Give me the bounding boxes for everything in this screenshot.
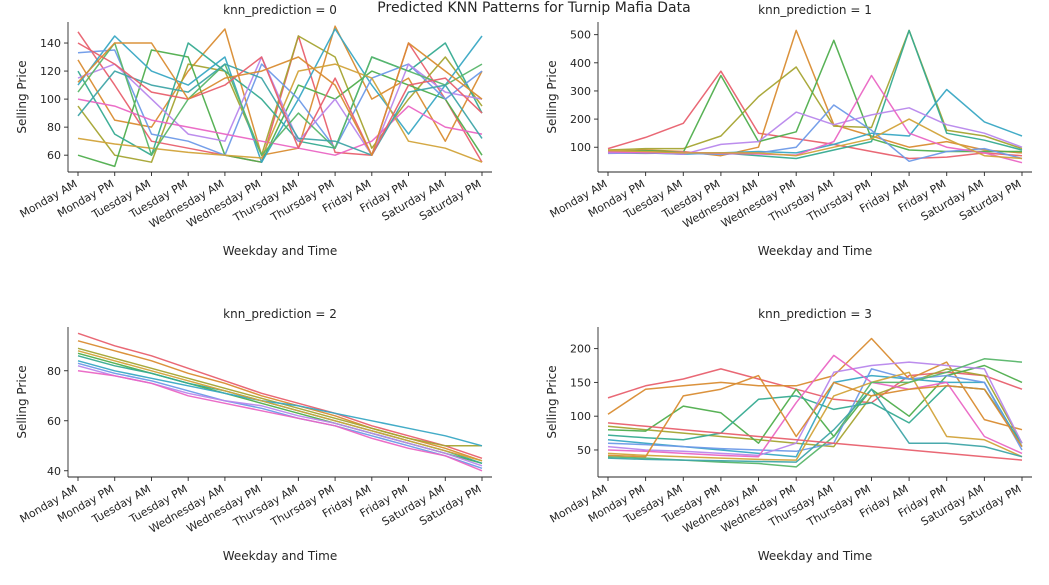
y-axis-label: Selling Price: [545, 60, 559, 133]
series-line: [77, 28, 483, 163]
series-line: [77, 63, 483, 156]
series-line: [607, 29, 1023, 157]
series-line: [607, 361, 1023, 457]
series-line: [77, 49, 483, 168]
series-line: [607, 368, 1023, 453]
series-line: [607, 337, 1023, 431]
y-tick-label: 100: [570, 410, 591, 423]
y-tick-label: 80: [47, 365, 61, 378]
series-line: [77, 350, 483, 462]
series-line: [77, 42, 483, 156]
series-line: [77, 25, 483, 156]
y-tick-label: 150: [570, 376, 591, 389]
series-line: [77, 42, 483, 156]
series-line: [607, 364, 1023, 444]
x-axis-label: Weekday and Time: [758, 244, 873, 258]
series-line: [607, 368, 1023, 404]
panel-title: knn_prediction = 0: [223, 3, 337, 17]
series-line: [77, 56, 483, 156]
y-tick-label: 400: [570, 57, 591, 70]
series-line: [77, 370, 483, 472]
series-line: [77, 35, 483, 163]
series-line: [607, 70, 1023, 160]
series-line: [77, 42, 483, 156]
y-tick-label: 200: [570, 113, 591, 126]
y-tick-label: 80: [47, 121, 61, 134]
panel-title: knn_prediction = 3: [758, 307, 872, 321]
series-line: [607, 371, 1023, 461]
x-axis-label: Weekday and Time: [758, 549, 873, 563]
y-axis-label: Selling Price: [15, 365, 29, 438]
series-line: [77, 98, 483, 156]
x-axis-label: Weekday and Time: [223, 244, 338, 258]
series-line: [607, 422, 1023, 461]
series-line: [77, 360, 483, 447]
y-tick-label: 60: [47, 149, 61, 162]
y-tick-label: 100: [40, 93, 61, 106]
series-line: [607, 374, 1023, 458]
figure-suptitle: Predicted KNN Patterns for Turnip Mafia …: [377, 0, 690, 16]
y-tick-label: 500: [570, 29, 591, 42]
y-tick-label: 300: [570, 85, 591, 98]
series-line: [77, 42, 483, 156]
series-line: [77, 63, 483, 163]
series-line: [607, 29, 1023, 160]
x-axis-label: Weekday and Time: [223, 549, 338, 563]
y-axis-label: Selling Price: [545, 365, 559, 438]
series-line: [607, 118, 1023, 160]
y-tick-label: 120: [40, 65, 61, 78]
series-line: [77, 49, 483, 156]
y-tick-label: 50: [577, 444, 591, 457]
series-line: [607, 29, 1023, 151]
y-tick-label: 100: [570, 141, 591, 154]
y-tick-label: 40: [47, 465, 61, 478]
panel-title: knn_prediction = 2: [223, 307, 337, 321]
y-axis-label: Selling Price: [15, 60, 29, 133]
series-line: [77, 332, 483, 460]
series-line: [607, 354, 1023, 458]
panel-1: knn_prediction = 1100200300400500Monday …: [545, 3, 1032, 258]
series-line: [607, 388, 1023, 463]
series-line: [77, 362, 483, 470]
panel-title: knn_prediction = 1: [758, 3, 872, 17]
y-tick-label: 200: [570, 343, 591, 356]
series-line: [607, 107, 1023, 156]
y-tick-label: 140: [40, 37, 61, 50]
series-line: [77, 340, 483, 462]
y-tick-label: 60: [47, 415, 61, 428]
